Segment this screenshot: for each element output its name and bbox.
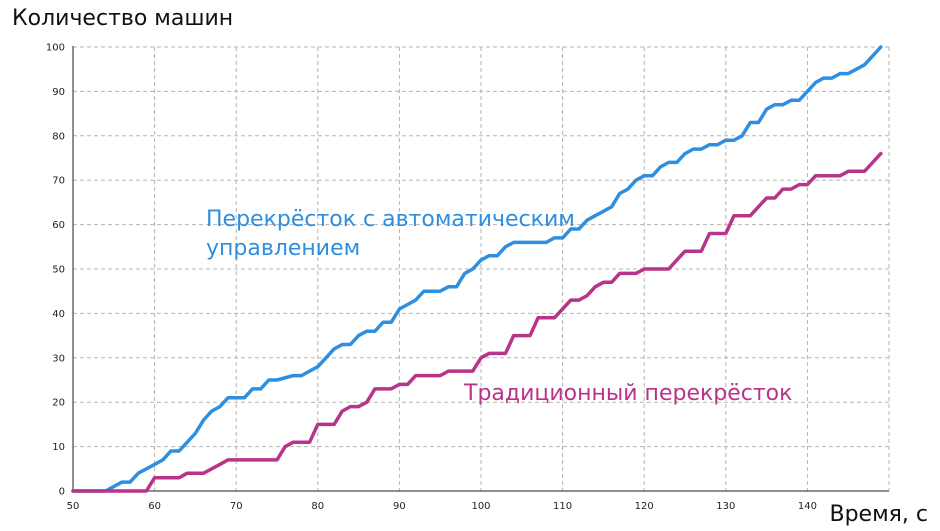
- x-tick-label: 70: [230, 501, 243, 512]
- y-tick-label: 70: [52, 176, 65, 187]
- y-tick-label: 0: [59, 487, 65, 498]
- annotation-automatic-line-2: управлением: [206, 236, 361, 261]
- x-tick-label: 90: [393, 501, 406, 512]
- annotation-automatic: Перекрёсток с автоматическим управлением: [206, 205, 575, 263]
- y-tick-label: 90: [52, 87, 65, 98]
- y-tick-label: 50: [52, 265, 65, 276]
- annotation-traditional-line-1: Традиционный перекрёсток: [464, 381, 793, 406]
- x-tick-label: 60: [148, 501, 161, 512]
- y-axis-label: Количество машин: [12, 6, 234, 31]
- x-tick-label: 100: [471, 501, 490, 512]
- y-tick-label: 20: [52, 398, 65, 409]
- y-tick-label: 100: [46, 43, 65, 54]
- y-tick-label: 40: [52, 309, 65, 320]
- x-tick-label: 80: [311, 501, 324, 512]
- y-tick-label: 60: [52, 220, 65, 231]
- annotation-traditional: Традиционный перекрёсток: [464, 381, 792, 406]
- x-tick-label: 120: [635, 501, 654, 512]
- x-axis-label: Время, с: [829, 502, 928, 527]
- annotation-automatic-line-1: Перекрёсток с автоматическим: [206, 207, 575, 232]
- x-tick-label: 130: [716, 501, 735, 512]
- x-tick-label: 50: [67, 501, 80, 512]
- series-line-automatic: [71, 45, 883, 493]
- y-tick-label: 80: [52, 131, 65, 142]
- y-tick-label: 30: [52, 353, 65, 364]
- x-tick-label: 110: [553, 501, 572, 512]
- series-line-traditional: [71, 151, 883, 493]
- y-tick-label: 10: [52, 442, 65, 453]
- x-tick-label: 140: [798, 501, 817, 512]
